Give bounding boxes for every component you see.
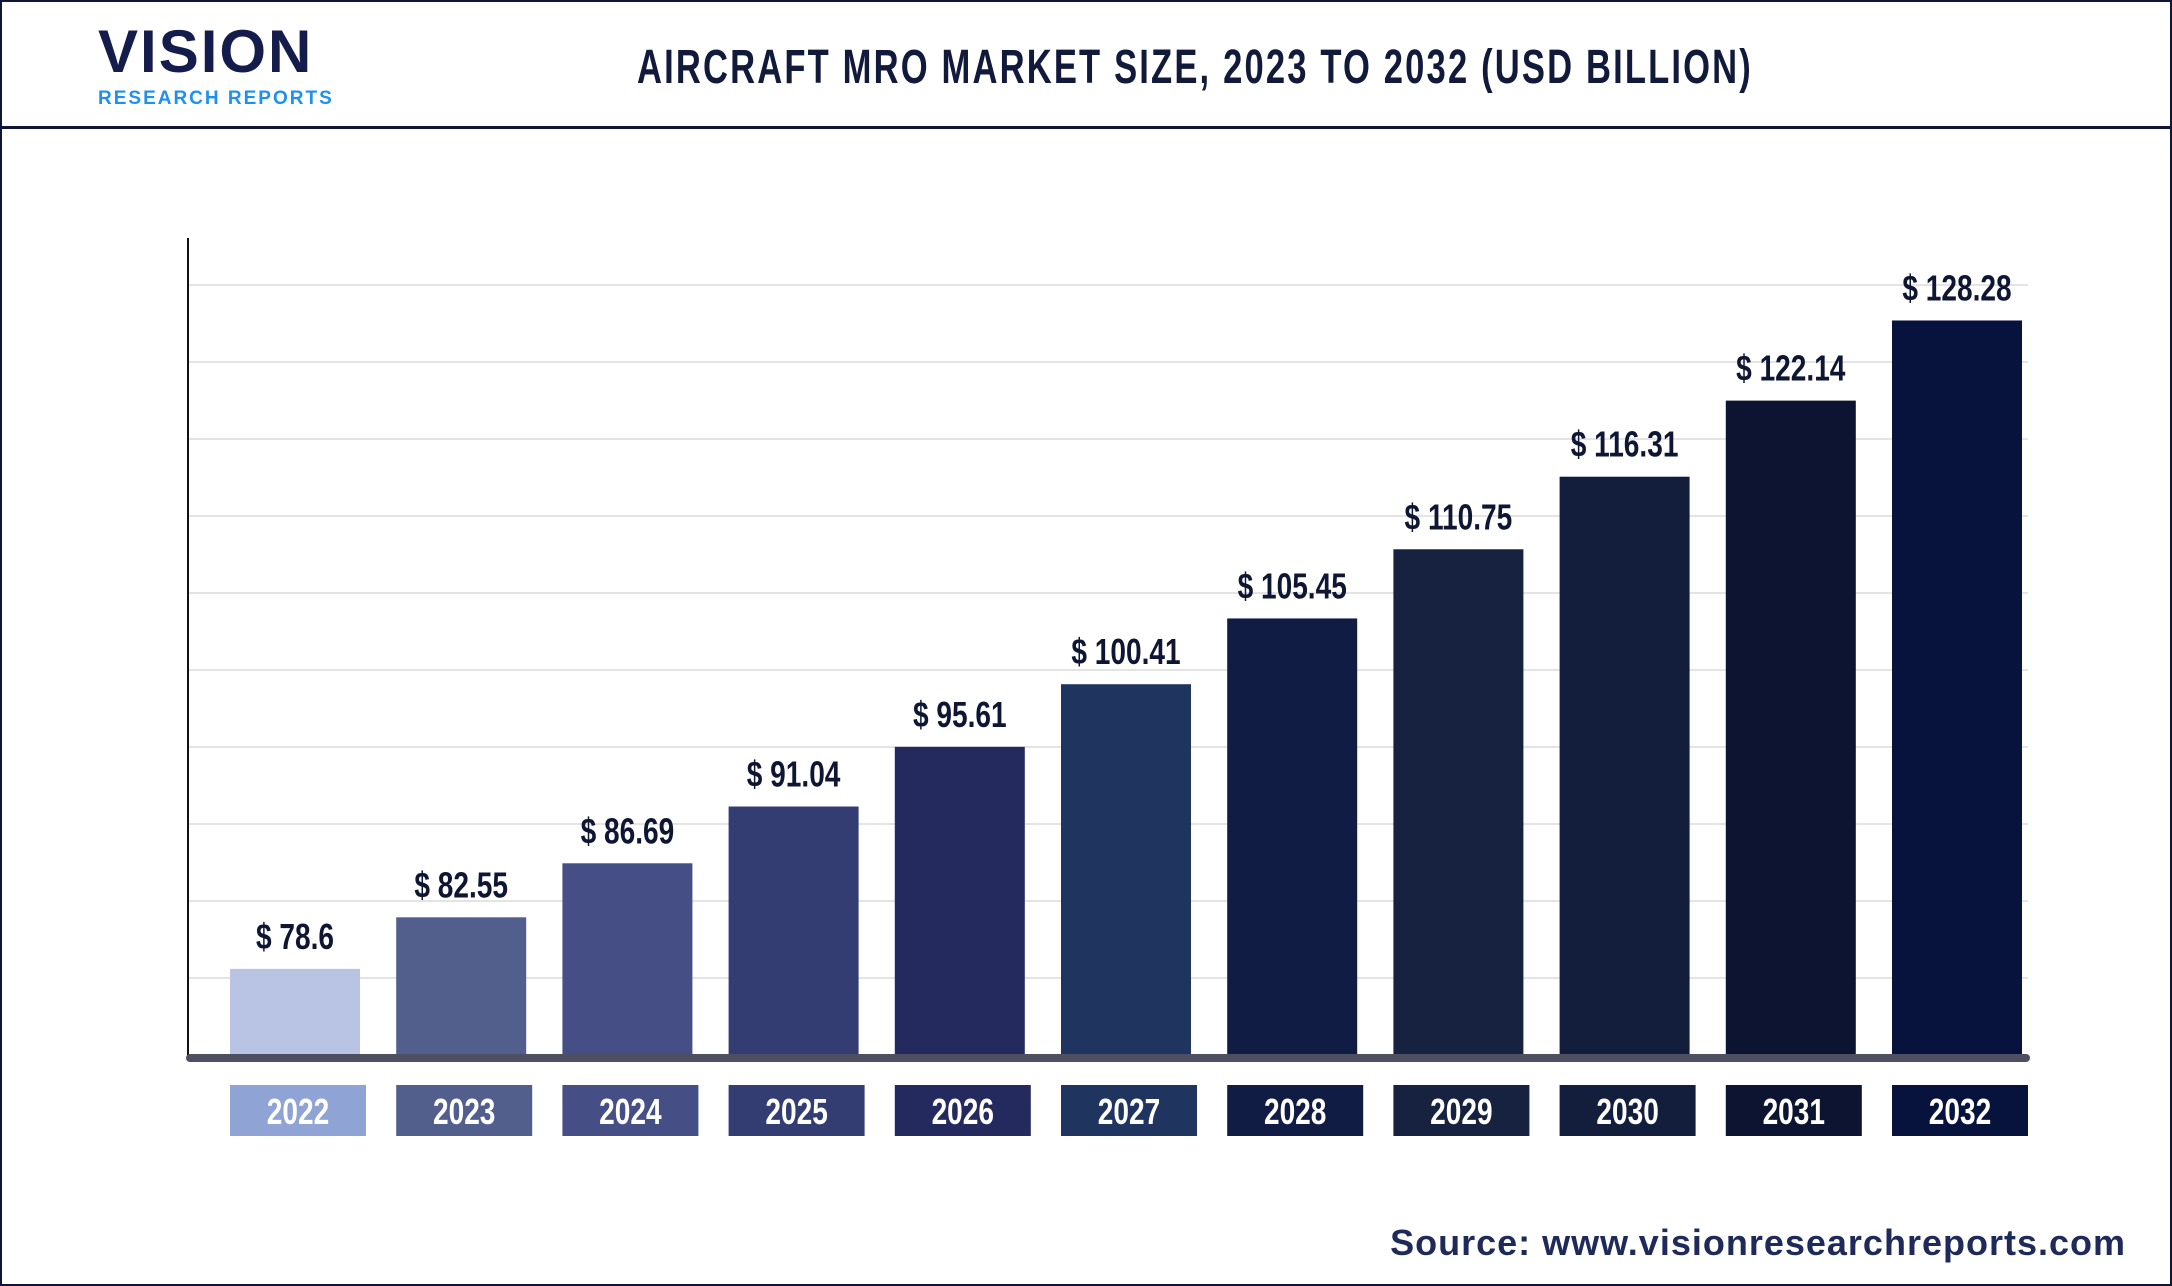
bar	[1061, 684, 1191, 1055]
bar	[396, 917, 527, 1055]
category-label-box	[894, 1085, 1031, 1136]
data-label: $ 128.28	[1902, 268, 2011, 308]
bar	[1892, 320, 2022, 1056]
category-label: 2026	[932, 1092, 994, 1132]
category-label: 2025	[765, 1092, 827, 1132]
category-label-box	[728, 1085, 865, 1136]
bar	[1227, 618, 1358, 1055]
data-label: $ 122.14	[1736, 348, 1845, 388]
category-label-box	[1227, 1085, 1364, 1136]
data-label: $ 100.41	[1071, 632, 1180, 672]
bar	[1559, 476, 1690, 1055]
logo: VISION RESEARCH REPORTS	[98, 22, 334, 110]
data-label: $ 116.31	[1571, 424, 1679, 464]
data-label: $ 82.55	[414, 865, 508, 905]
bar	[728, 806, 859, 1055]
category-label-box	[396, 1085, 533, 1136]
bar	[230, 968, 360, 1055]
data-label: $ 95.61	[913, 695, 1007, 735]
data-label: $ 110.75	[1405, 497, 1513, 537]
category-label-box	[1061, 1085, 1197, 1136]
category-label: 2031	[1763, 1092, 1825, 1132]
category-label-box	[1892, 1085, 2028, 1136]
category-label: 2028	[1264, 1092, 1326, 1132]
category-label-box	[1393, 1085, 1530, 1136]
category-label: 2024	[599, 1092, 661, 1132]
bar	[1725, 400, 1856, 1055]
data-label: $ 86.69	[581, 811, 675, 851]
logo-sub: RESEARCH REPORTS	[98, 88, 334, 109]
bar	[894, 746, 1025, 1055]
category-label: 2032	[1929, 1092, 1991, 1132]
header-divider	[0, 126, 2172, 129]
category-label: 2022	[267, 1092, 329, 1132]
category-label: 2027	[1098, 1092, 1160, 1132]
chart-title: AIRCRAFT MRO MARKET SIZE, 2023 TO 2032 (…	[637, 41, 1753, 94]
category-label-box	[230, 1085, 366, 1136]
bar	[562, 863, 693, 1055]
x-axis	[186, 1054, 2030, 1062]
category-label: 2029	[1430, 1092, 1492, 1132]
category-label: 2023	[433, 1092, 495, 1132]
data-label: $ 105.45	[1238, 566, 1347, 606]
category-label-box	[1559, 1085, 1696, 1136]
data-label: $ 78.6	[256, 917, 334, 957]
logo-main: VISION	[98, 18, 314, 85]
source-text: Source: www.visionresearchreports.com	[1390, 1222, 2126, 1263]
bar	[1393, 549, 1524, 1055]
category-label-box	[1725, 1085, 1862, 1136]
data-label: $ 91.04	[747, 754, 841, 794]
category-label: 2030	[1596, 1092, 1658, 1132]
category-label-box	[562, 1085, 699, 1136]
